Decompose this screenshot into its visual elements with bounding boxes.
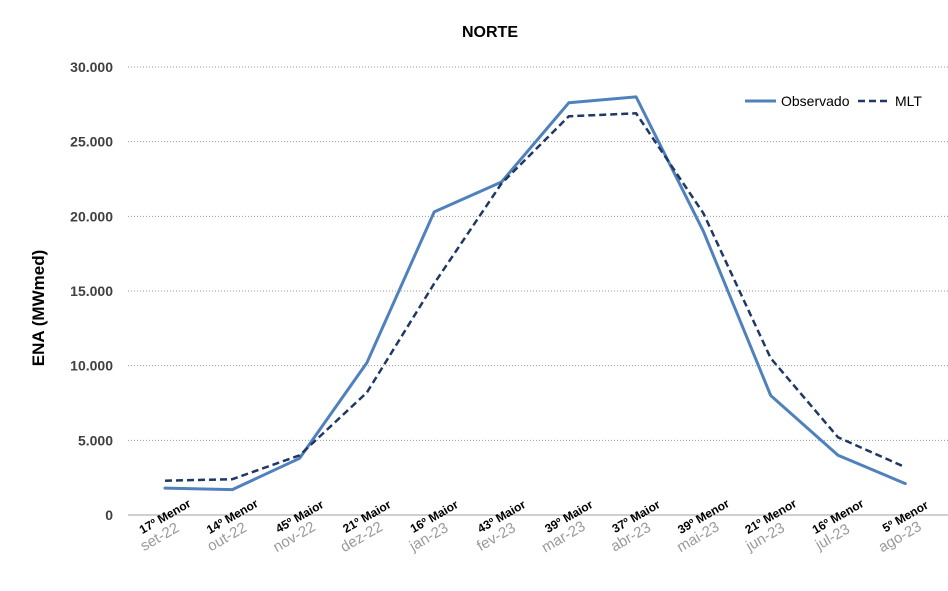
y-tick-label: 25.000 (70, 134, 113, 150)
series-lines (163, 95, 907, 492)
series-line-mlt (164, 112, 906, 482)
y-tick-label: 5.000 (78, 432, 113, 448)
y-tick-label: 0 (105, 507, 113, 523)
gridlines (128, 66, 948, 441)
legend-label-observado: Observado (781, 93, 850, 109)
y-tick-label: 15.000 (70, 283, 113, 299)
legend: Observado MLT (745, 93, 922, 109)
y-tick-label: 20.000 (70, 208, 113, 224)
y-axis-label: ENA (MWmed) (29, 250, 48, 366)
y-tick-labels: 0 5.000 10.000 15.000 20.000 25.000 30.000 (70, 59, 113, 523)
y-tick-label: 30.000 (70, 59, 113, 75)
y-tick-label: 10.000 (70, 358, 113, 374)
chart-title: NORTE (462, 24, 518, 41)
rank-labels: 17º Menor 14º Menor 45º Maior 21º Maior 16º … (137, 496, 931, 537)
series-line-observado (163, 95, 907, 492)
x-tick-labels: set-22 out-22 nov-22 dez-22 jan-23 fev-23 mar-… (137, 518, 924, 556)
legend-label-mlt: MLT (895, 93, 922, 109)
